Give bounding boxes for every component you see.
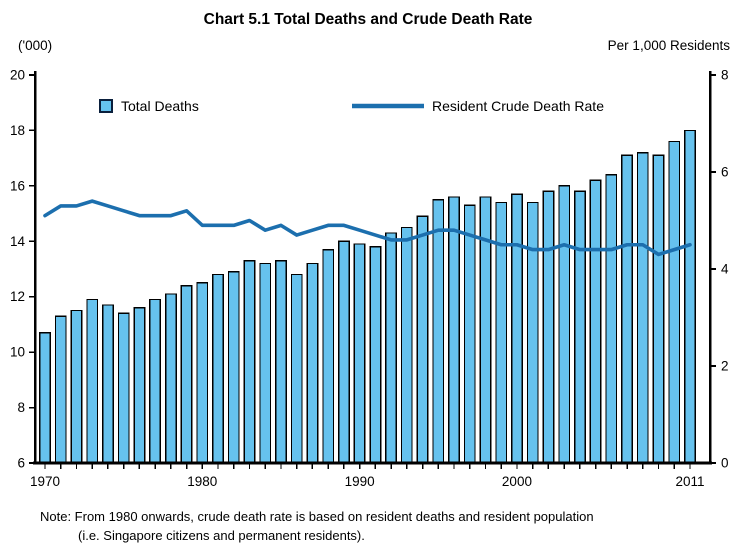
bar-2006 xyxy=(605,174,618,464)
bar-1987 xyxy=(306,262,319,464)
bar-1991 xyxy=(369,246,382,464)
chart-title: Chart 5.1 Total Deaths and Crude Death R… xyxy=(204,11,533,28)
bar-1977 xyxy=(149,298,162,464)
bars-group xyxy=(39,129,696,464)
bar-2000 xyxy=(511,193,523,464)
bar-1976 xyxy=(133,307,146,464)
bar-2001 xyxy=(526,201,539,464)
x-tick-label-1990: 1990 xyxy=(345,474,375,489)
y-right-tick-label: 4 xyxy=(721,262,729,277)
y-left-tick-label: 14 xyxy=(10,234,26,249)
bar-1992 xyxy=(385,232,398,464)
bar-2003 xyxy=(558,185,571,464)
bar-2010 xyxy=(668,140,681,464)
bar-1972 xyxy=(70,309,83,464)
right-axis-unit-label: Per 1,000 Residents xyxy=(608,38,731,53)
bar-1999 xyxy=(495,201,508,464)
y-left-tick-label: 16 xyxy=(10,178,25,193)
bar-1994 xyxy=(416,215,429,464)
bar-1975 xyxy=(117,312,130,464)
bar-1996 xyxy=(448,196,460,464)
bar-1989 xyxy=(337,240,350,464)
bar-1979 xyxy=(180,284,193,464)
y-left-tick-label: 18 xyxy=(10,123,25,138)
note-text-line2: (i.e. Singapore citizens and permanent r… xyxy=(78,528,365,543)
crude-death-rate-line xyxy=(43,199,692,257)
x-tick-label-2000: 2000 xyxy=(502,474,532,489)
y-left-tick-label: 6 xyxy=(17,456,25,471)
left-axis-unit-label: ('000) xyxy=(18,38,52,53)
bar-1990 xyxy=(353,243,366,464)
bar-2007 xyxy=(621,154,633,464)
bar-1974 xyxy=(102,304,114,464)
x-axis: 1970 1980 1990 2000 2011 xyxy=(30,461,712,489)
bar-1984 xyxy=(259,262,272,464)
bar-1997 xyxy=(463,204,476,464)
bar-1981 xyxy=(212,273,224,464)
x-tick-label-1980: 1980 xyxy=(187,474,217,489)
bar-2011 xyxy=(684,129,696,464)
bar-1980 xyxy=(196,282,209,464)
bar-1983 xyxy=(243,260,256,464)
bar-1970 xyxy=(39,332,51,464)
legend-total-deaths-label: Total Deaths xyxy=(121,98,199,114)
y-left-tick-label: 8 xyxy=(17,400,25,415)
bar-1993 xyxy=(400,226,413,464)
bar-1973 xyxy=(86,298,99,464)
y-right-tick-label: 8 xyxy=(721,68,729,83)
note-text-line1: Note: From 1980 onwards, crude death rat… xyxy=(40,509,594,524)
y-right-tick-label: 6 xyxy=(721,165,729,180)
bar-1988 xyxy=(322,248,335,464)
bar-1982 xyxy=(227,271,240,464)
x-tick-label-2011: 2011 xyxy=(675,474,704,489)
total-deaths-legend-swatch-icon xyxy=(99,99,113,113)
bar-2008 xyxy=(636,151,649,464)
y-right-tick-label: 0 xyxy=(721,456,729,471)
bar-2005 xyxy=(589,179,602,464)
bar-2002 xyxy=(542,190,555,464)
bar-1985 xyxy=(275,260,287,464)
bar-2004 xyxy=(573,190,586,464)
y-axis-right: 0 2 4 6 8 xyxy=(708,68,729,471)
bar-1978 xyxy=(164,293,177,464)
bar-1995 xyxy=(432,199,445,464)
y-right-tick-label: 2 xyxy=(721,359,729,374)
y-left-tick-label: 12 xyxy=(10,289,25,304)
y-axis-left: 6 8 10 12 14 16 18 20 xyxy=(10,68,37,471)
bar-1998 xyxy=(479,196,492,464)
legend-crude-death-rate-label: Resident Crude Death Rate xyxy=(432,98,604,114)
x-tick-label-1970: 1970 xyxy=(30,474,60,489)
y-left-tick-label: 20 xyxy=(10,68,25,83)
legend: Total Deaths Resident Crude Death Rate xyxy=(99,98,604,114)
bar-2009 xyxy=(652,154,665,464)
bar-1986 xyxy=(290,273,303,464)
y-left-tick-label: 10 xyxy=(10,345,25,360)
bar-1971 xyxy=(54,315,67,464)
